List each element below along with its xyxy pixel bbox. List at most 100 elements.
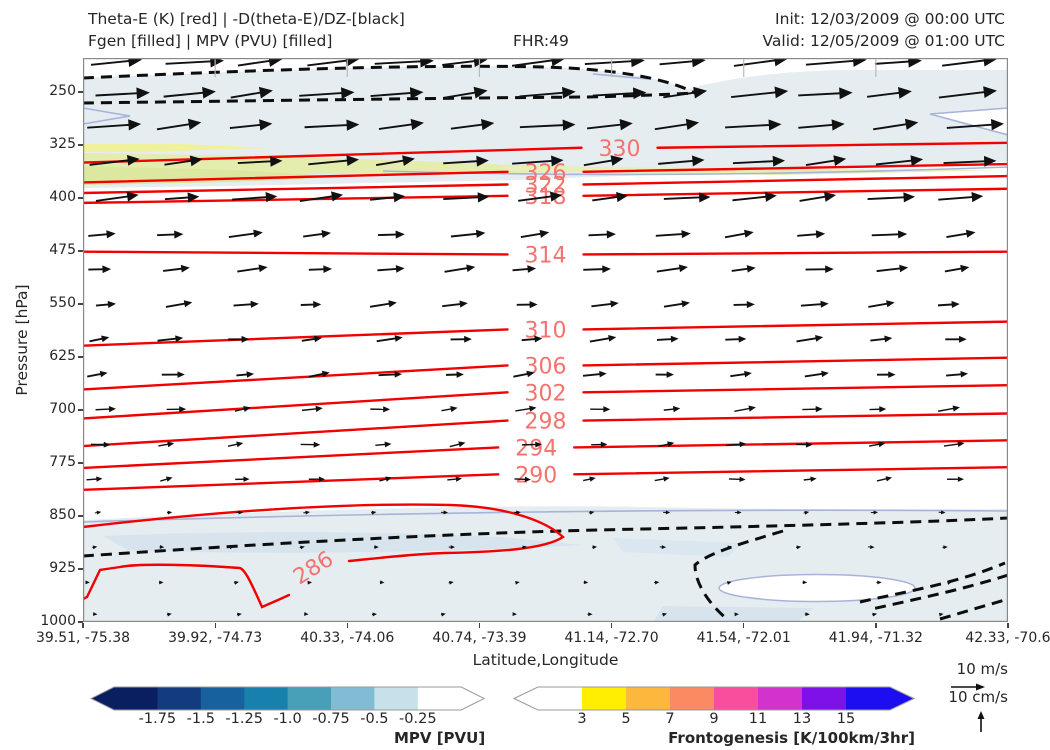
wind-arrow-head [661, 545, 667, 549]
wind-arrow [443, 196, 484, 201]
wind-arrow-head [957, 441, 965, 447]
reference-arrow-horizontal-icon [951, 683, 985, 691]
wind-arrow-head [897, 87, 912, 99]
y-tick-mark [78, 250, 83, 252]
wind-arrow [733, 58, 781, 67]
mpv-colorbar-segment [114, 687, 158, 710]
wind-arrow-head [746, 265, 756, 273]
wind-arrow [299, 194, 338, 203]
theta-e-contour-label: 314 [525, 243, 567, 268]
wind-arrow [519, 123, 569, 129]
wind-arrow [228, 232, 259, 238]
wind-arrow-head [270, 155, 283, 167]
wind-arrow [237, 59, 276, 67]
wind-arrow-head [258, 264, 268, 273]
wind-arrow-head [384, 441, 392, 448]
wind-arrow-head [549, 191, 562, 202]
mpv-colorbar-tick-label: -1.5 [186, 711, 215, 727]
wind-arrow-head [815, 406, 823, 413]
fgen-colorbar-segment [626, 687, 671, 710]
wind-arrow-head [455, 476, 462, 482]
wind-arrow-head [92, 545, 98, 550]
wind-arrow-head [726, 581, 732, 585]
wind-arrow [798, 123, 838, 129]
wind-arrow-head [210, 58, 224, 68]
wind-arrow [874, 60, 915, 65]
wind-arrow-head [189, 155, 203, 167]
fgen-colorbar [513, 686, 915, 711]
wind-arrow-head [259, 119, 273, 131]
mpv-colorbar-segment [157, 687, 202, 710]
wind-arrow-head [663, 476, 670, 482]
wind-arrow-head [815, 230, 826, 239]
wind-arrow-head [236, 441, 244, 448]
wind-arrow-head [383, 406, 391, 413]
wind-arrow-head [96, 510, 102, 515]
wind-arrow-head [388, 300, 397, 308]
wind-arrow-head [802, 580, 808, 585]
wind-arrow [89, 158, 134, 166]
wind-arrow-head [202, 86, 216, 99]
theta-e-contour-line [83, 364, 509, 391]
theta-e-contour-label: 302 [525, 381, 567, 406]
wind-arrow-head [589, 510, 595, 515]
mpv-fill-bottom-patch-mid [613, 538, 743, 557]
wind-arrow-head [229, 545, 235, 550]
theta-e-contour-line [582, 174, 1008, 186]
wind-arrow [307, 58, 353, 67]
wind-arrow-head [529, 301, 538, 309]
wind-arrow-head [443, 510, 449, 515]
wind-arrow-head [522, 545, 528, 550]
wind-arrow-head [665, 510, 671, 515]
wind-arrow-head [888, 371, 896, 378]
wind-arrow-head [99, 370, 108, 378]
y-tick-mark [78, 197, 83, 199]
init-time-label: Init: 12/03/2009 @ 00:00 UTC [775, 10, 1005, 28]
wind-arrow-head [815, 334, 824, 342]
wind-arrow-head [940, 510, 946, 515]
wind-arrow-head [873, 510, 879, 515]
wind-arrow-head [804, 510, 810, 515]
wind-arrow [370, 91, 417, 97]
wind-arrow-head [374, 545, 379, 549]
wind-arrow-head [237, 612, 242, 617]
fgen-colorbar-segment [758, 687, 803, 710]
wind-arrow [519, 91, 569, 98]
y-tick-mark [78, 144, 83, 146]
fgen-colorbar-extend-right [890, 687, 914, 710]
x-tick-label: 39.51, -75.38 [35, 630, 131, 646]
wind-arrow-head [107, 300, 116, 309]
wind-arrow-head [346, 155, 360, 167]
theta-e-contour-line [573, 466, 1008, 476]
fgen-colorbar-tick-label: 15 [836, 711, 856, 727]
wind-arrow-head [524, 476, 531, 483]
wind-arrow [663, 90, 701, 99]
wind-arrow-head [879, 406, 887, 413]
wind-arrow-head [897, 230, 908, 239]
y-tick-mark [78, 568, 83, 570]
wind-arrow-head [313, 301, 322, 309]
wind-arrow [731, 90, 782, 98]
wind-arrow-head [562, 86, 576, 99]
wind-arrow-head [551, 58, 566, 67]
theta-e-contour-line [83, 250, 509, 256]
wind-arrow-head [952, 405, 960, 412]
wind-arrow [443, 159, 483, 165]
wind-arrow-head [128, 119, 142, 131]
fgen-colorbar-segment [714, 687, 759, 710]
fgen-fill-yellow-streak [83, 144, 273, 152]
theta-e-contour-line [582, 412, 1008, 422]
y-tick-mark [78, 356, 83, 358]
wind-arrow-head [833, 155, 847, 166]
wind-arrow-head [681, 230, 691, 239]
wind-arrow-head [395, 230, 405, 239]
wind-arrow-head [666, 371, 674, 378]
wind-arrow-head [693, 86, 708, 99]
wind-arrow [866, 91, 905, 98]
wind-arrow-head [878, 441, 886, 448]
wind-arrow [444, 90, 481, 99]
wind-arrow-head [529, 405, 537, 412]
plot-frame [83, 58, 1008, 622]
theta-e-contour-label: 306 [525, 354, 567, 379]
wind-arrow-head [877, 580, 882, 585]
